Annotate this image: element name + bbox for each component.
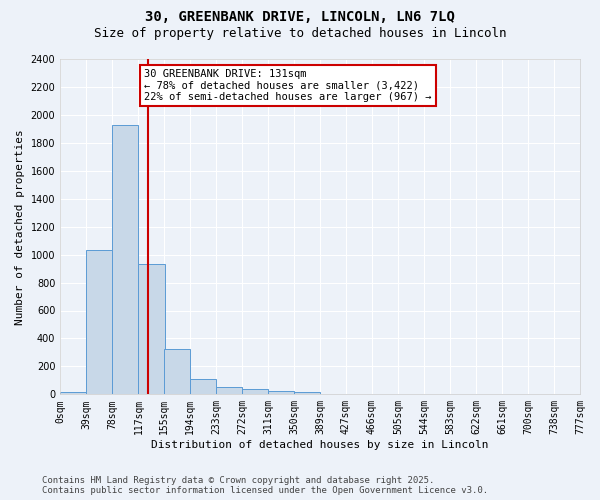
Bar [139,264,164,394]
Bar [60,392,86,394]
Bar [295,392,320,394]
Bar [112,124,139,394]
Bar [216,386,242,394]
Bar [164,349,190,395]
Text: Contains HM Land Registry data © Crown copyright and database right 2025.
Contai: Contains HM Land Registry data © Crown c… [42,476,488,495]
Text: 30, GREENBANK DRIVE, LINCOLN, LN6 7LQ: 30, GREENBANK DRIVE, LINCOLN, LN6 7LQ [145,10,455,24]
Bar [268,391,295,394]
Bar [190,379,216,394]
Bar [86,250,112,394]
X-axis label: Distribution of detached houses by size in Lincoln: Distribution of detached houses by size … [151,440,489,450]
Text: Size of property relative to detached houses in Lincoln: Size of property relative to detached ho… [94,28,506,40]
Y-axis label: Number of detached properties: Number of detached properties [15,129,25,324]
Text: 30 GREENBANK DRIVE: 131sqm
← 78% of detached houses are smaller (3,422)
22% of s: 30 GREENBANK DRIVE: 131sqm ← 78% of deta… [145,69,432,102]
Bar [242,390,268,394]
